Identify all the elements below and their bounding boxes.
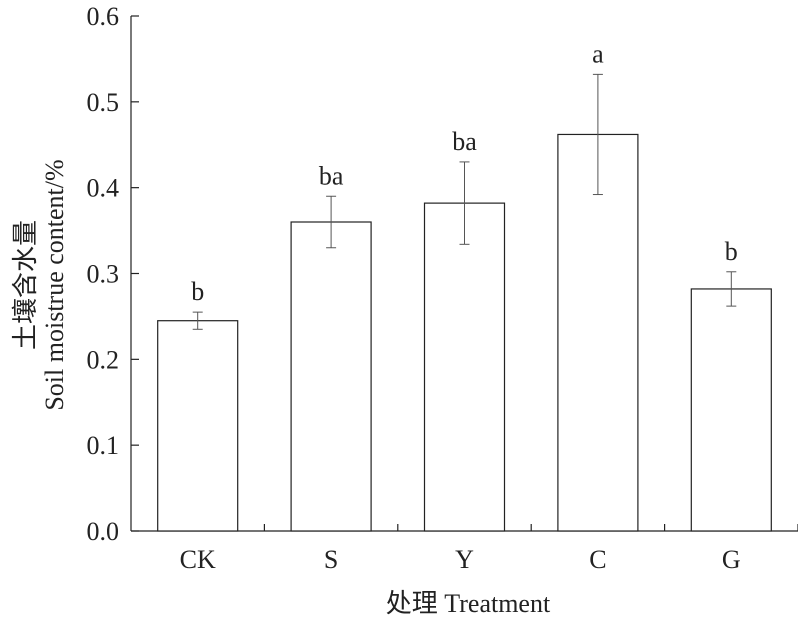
bar-ck — [157, 320, 239, 532]
bar-s — [290, 221, 372, 532]
error-bar-y — [459, 161, 470, 245]
bar-g — [690, 288, 772, 532]
significance-label: ba — [319, 161, 344, 190]
y-tick-label: 0.6 — [87, 2, 120, 31]
y-tick-label: 0.2 — [87, 345, 120, 374]
y-tick-label: 0.5 — [87, 88, 120, 117]
significance-label: ba — [452, 127, 477, 156]
bar-c — [557, 133, 639, 532]
x-category-label: CK — [180, 545, 216, 574]
y-axis-title-chinese: 土壤含水量 — [11, 220, 40, 350]
x-category-label: C — [589, 545, 606, 574]
error-bar-c — [592, 73, 603, 196]
error-bar-ck — [192, 311, 203, 330]
significance-label: b — [725, 237, 738, 266]
x-axis-title: 处理 Treatment — [386, 589, 551, 618]
error-bar-s — [326, 195, 337, 249]
significance-labels: b ba ba a b — [191, 39, 738, 306]
y-tick-label: 0.4 — [87, 174, 120, 203]
x-category-label: G — [722, 545, 741, 574]
y-tick-label: 0.0 — [87, 517, 120, 546]
error-bars — [192, 73, 737, 330]
y-axis-title-english: Soil moistrue content/% — [40, 159, 69, 410]
significance-label: a — [592, 39, 604, 68]
x-category-label: Y — [455, 545, 474, 574]
y-tick-label: 0.3 — [87, 260, 120, 289]
y-tick-label: 0.1 — [87, 431, 120, 460]
error-bar-g — [726, 271, 737, 307]
significance-label: b — [191, 277, 204, 306]
x-category-label: S — [324, 545, 338, 574]
bars — [157, 133, 772, 532]
y-axis: 0.0 0.1 0.2 0.3 0.4 0.5 0.6 — [87, 2, 139, 546]
bar-y — [423, 202, 506, 532]
